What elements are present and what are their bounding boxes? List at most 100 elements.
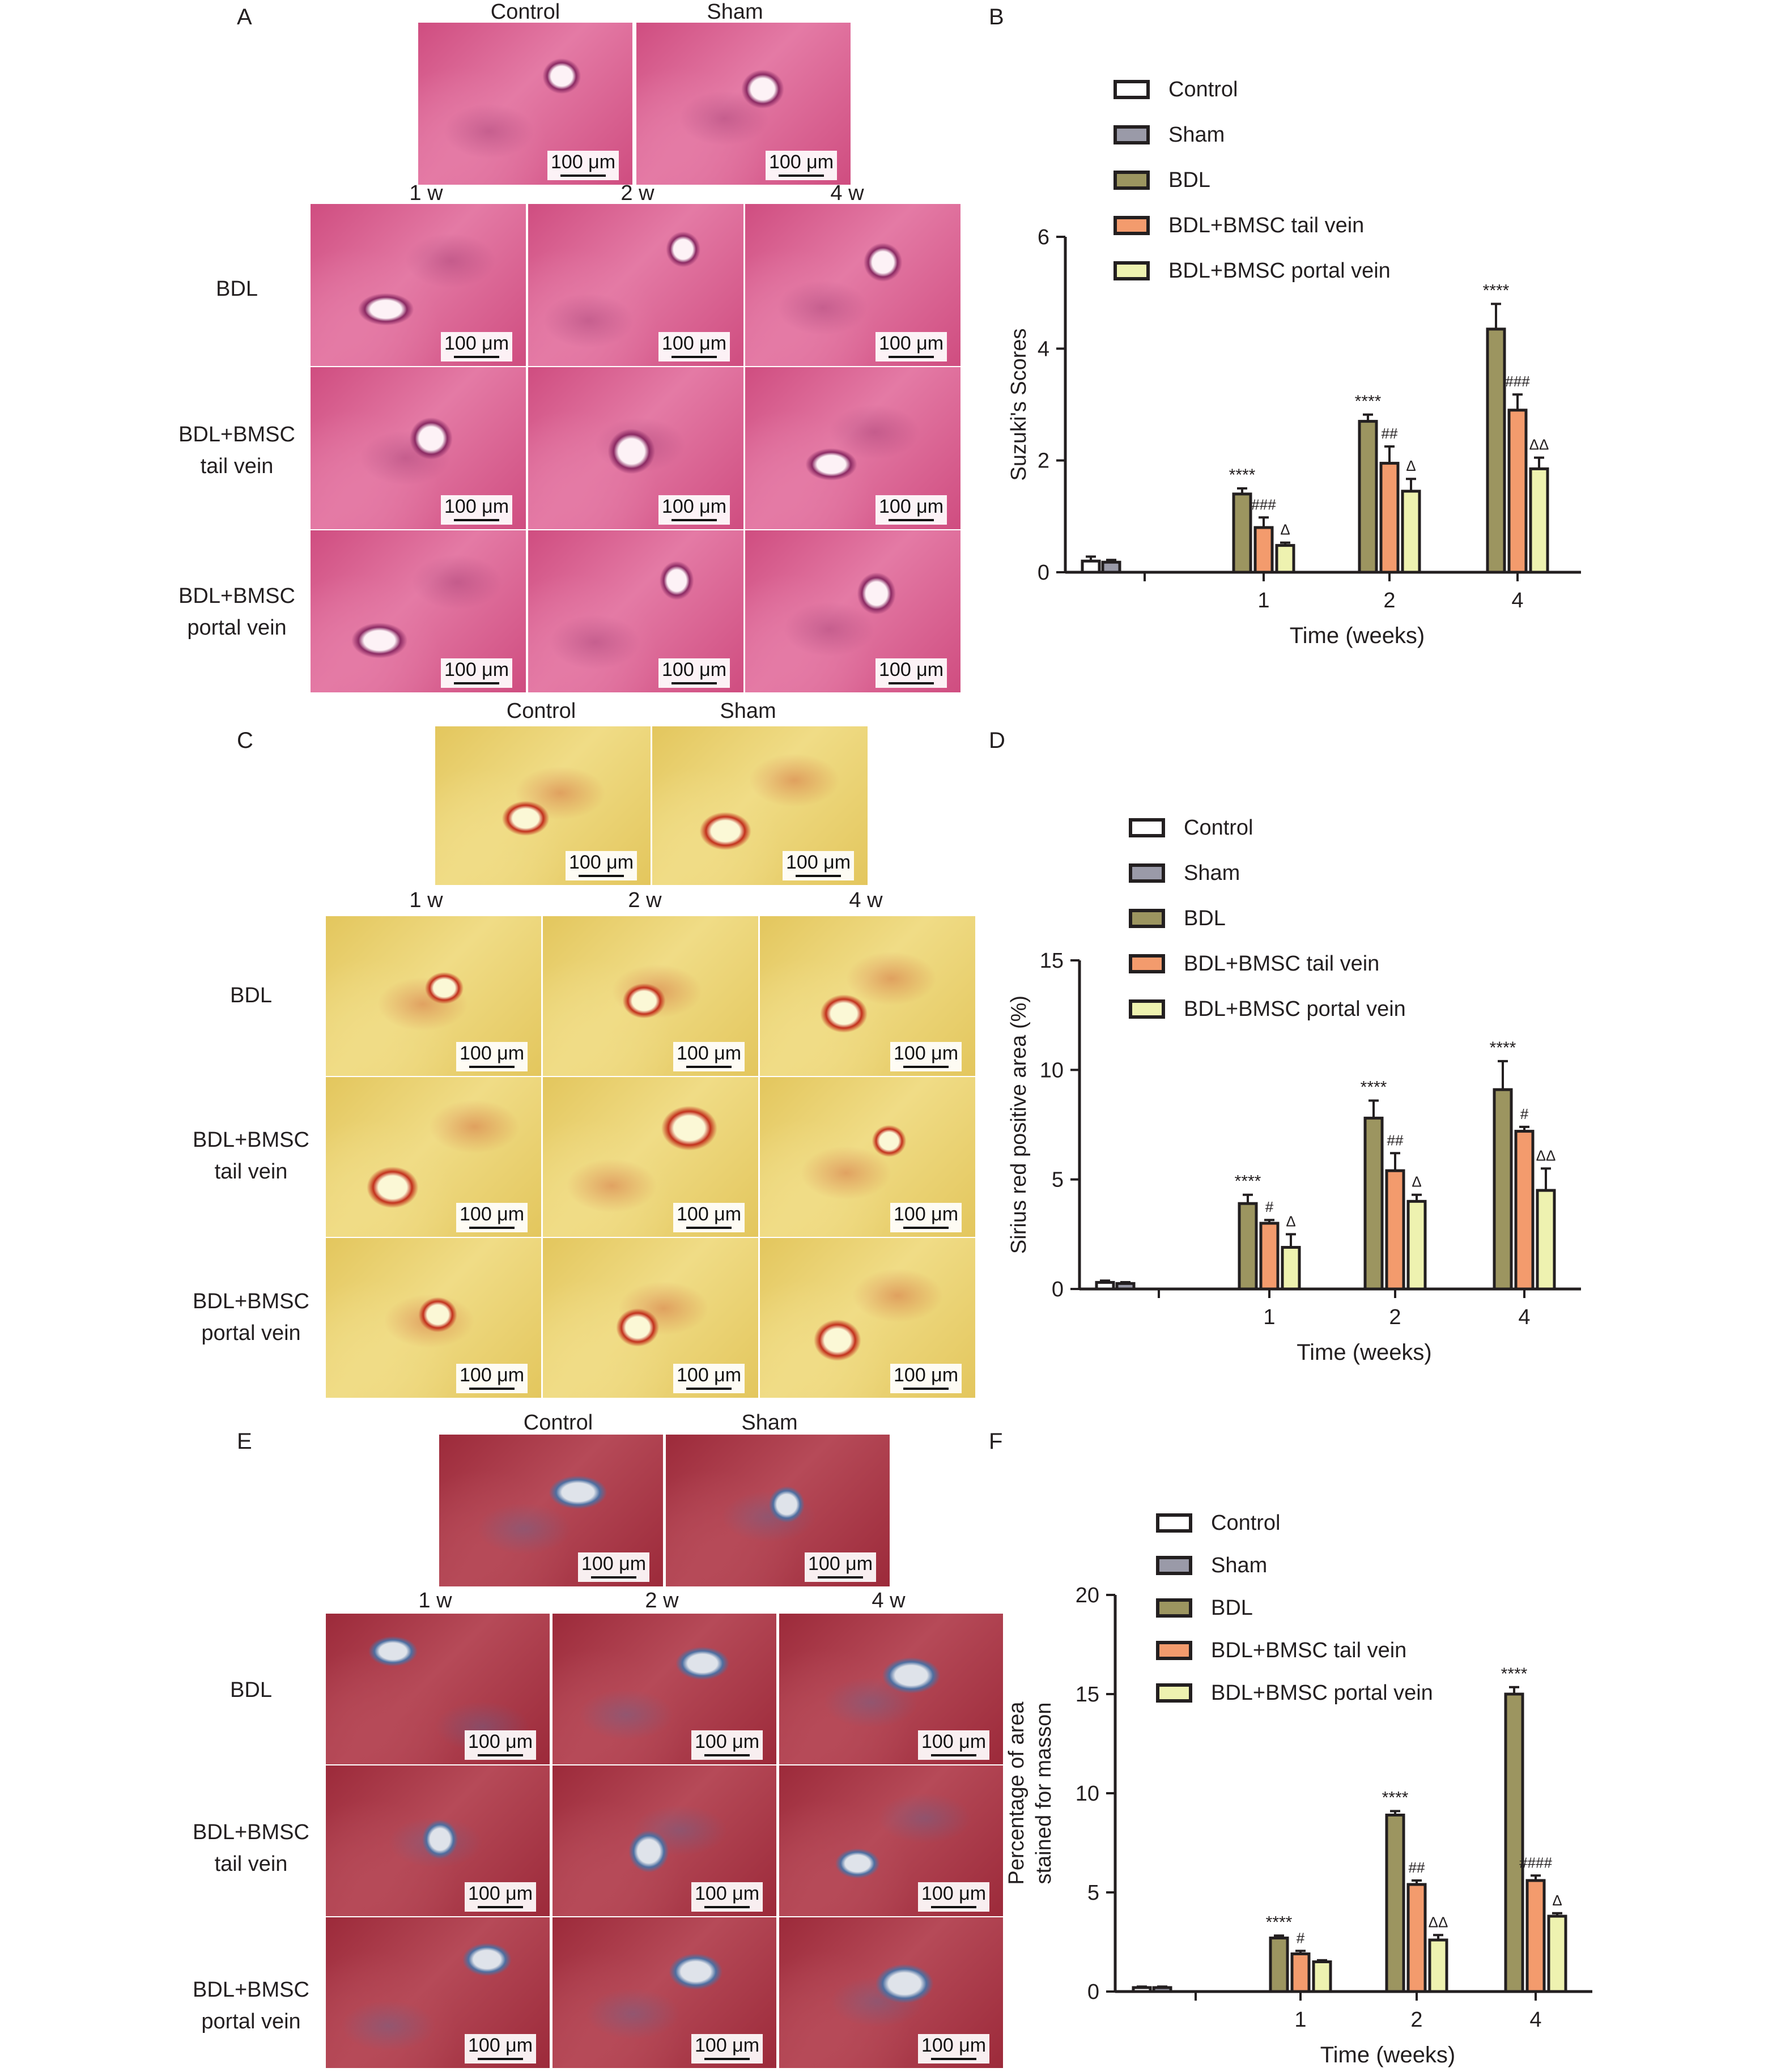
scale-bar: 100 μm [890,1042,962,1071]
y-axis-label: Percentage of area [1005,1701,1028,1885]
scale-bar: 100 μm [876,658,947,688]
top-label-sham: Sham [720,699,776,723]
panel-letter-c: C [237,728,253,753]
scale-bar: 100 μm [465,1882,537,1912]
row-label-bdl: BDL [230,1678,272,1702]
legend-label: BDL+BMSC portal vein [1168,259,1391,283]
scale-bar: 100 μm [890,1203,962,1232]
x-tick-label: 4 [1518,1305,1530,1329]
scale-bar: 100 μm [876,332,947,361]
panel-letter-d: D [989,728,1005,753]
legend-swatch [1114,171,1150,190]
bar-control [1132,1986,1152,1993]
scale-bar-label: 100 μm [551,151,616,173]
scale-bar-label: 100 μm [921,1731,987,1752]
panel-letter-a: A [237,5,252,29]
scale-bar-label: 100 μm [444,496,509,517]
top-label-control: Control [490,0,560,24]
scale-bar-label: 100 μm [879,496,944,517]
scale-bar-label: 100 μm [695,1883,760,1904]
scale-bar-label: 100 μm [879,659,944,680]
bar-bdl-bmsc-tail-vein-2 [1379,462,1400,574]
scale-bar: 100 μm [691,1882,763,1912]
scale-bar: 100 μm [890,1364,962,1393]
y-tick-label: 0 [1052,1278,1064,1301]
bar-bdl-bmsc-tail-vein-1 [1290,1952,1311,1993]
column-label-4w: 4 w [872,1589,906,1612]
significance-mark: **** [1382,1789,1409,1807]
bar-bdl-bmsc-portal-vein-1 [1281,1246,1301,1291]
bar-control [1095,1280,1115,1291]
bar-bdl-bmsc-portal-vein-2 [1401,490,1421,574]
scale-bar: 100 μm [441,495,513,525]
scale-bar-label: 100 μm [468,2035,533,2056]
legend-swatch [1156,1683,1192,1703]
scale-bar: 100 μm [691,1730,763,1760]
significance-mark: ΔΔ [1429,1913,1448,1930]
y-tick-label: 2 [1038,449,1049,473]
scale-bar-label: 100 μm [808,1553,873,1575]
bar-sham [1152,1986,1172,1993]
scale-bar-label: 100 μm [786,852,851,873]
scale-bar-label: 100 μm [444,659,509,680]
scale-bar: 100 μm [441,658,513,688]
significance-mark: ## [1382,425,1398,442]
x-tick-label: 4 [1529,2008,1541,2032]
x-axis-label: Time (weeks) [1320,2043,1456,2067]
scale-bar: 100 μm [658,495,730,525]
column-label-2w: 2 w [620,181,654,205]
y-tick-label: 15 [1040,949,1064,973]
scale-bar: 100 μm [876,495,947,525]
scale-bar: 100 μm [783,851,855,880]
legend-swatch [1129,999,1165,1019]
significance-mark: **** [1229,466,1256,484]
top-label-control: Control [523,1411,593,1435]
significance-mark: # [1520,1105,1529,1122]
legend-label: Sham [1184,861,1240,885]
bar-sham [1101,560,1121,574]
scale-bar: 100 μm [465,1730,537,1760]
significance-mark: ## [1387,1131,1404,1148]
bar-bdl-bmsc-portal-vein-1 [1312,1960,1332,1993]
legend-label: Sham [1168,123,1225,147]
scale-bar: 100 μm [673,1203,745,1232]
legend-swatch [1156,1641,1192,1660]
legend-label: BDL [1211,1596,1253,1620]
legend-label: Sham [1211,1554,1267,1577]
significance-mark: ### [1251,496,1276,513]
scale-bar: 100 μm [566,851,638,880]
bar-bdl-bmsc-tail-vein-1 [1253,526,1274,574]
significance-mark: **** [1361,1078,1387,1096]
bar-bdl-4 [1486,327,1506,574]
scale-bar: 100 μm [766,151,838,180]
bar-bdl-bmsc-portal-vein-2 [1428,1938,1448,1993]
column-label-2w: 2 w [628,888,662,912]
legend-swatch [1114,216,1150,235]
legend-swatch [1114,261,1150,280]
y-axis-label: Suzuki's Scores [1007,328,1031,480]
scale-bar-label: 100 μm [677,1043,742,1064]
row-label-portal-vein: BDL+BMSC portal vein [193,1978,309,2033]
bar-bdl-2 [1363,1116,1384,1291]
bar-bdl-bmsc-portal-vein-1 [1275,544,1295,574]
row-label-bdl: BDL [230,984,272,1007]
significance-mark: Δ [1552,1892,1562,1909]
scale-bar: 100 μm [578,1552,650,1582]
scale-bar: 100 μm [918,1730,990,1760]
scale-bar-label: 100 μm [921,2035,987,2056]
column-label-2w: 2 w [645,1589,679,1612]
scale-bar-label: 100 μm [468,1883,533,1904]
significance-mark: ### [1505,373,1530,390]
x-axis-label: Time (weeks) [1290,623,1425,648]
bar-bdl-1 [1269,1937,1289,1993]
y-tick-label: 0 [1087,1980,1099,2004]
legend-swatch [1114,125,1150,144]
significance-mark: **** [1483,281,1510,300]
significance-mark: **** [1501,1665,1528,1683]
significance-mark: ΔΔ [1529,436,1549,453]
legend-swatch [1156,1556,1192,1575]
scale-bar-label: 100 μm [695,1731,760,1752]
scale-bar-label: 100 μm [677,1203,742,1225]
x-tick-label: 2 [1389,1305,1401,1329]
legend-swatch [1156,1598,1192,1618]
